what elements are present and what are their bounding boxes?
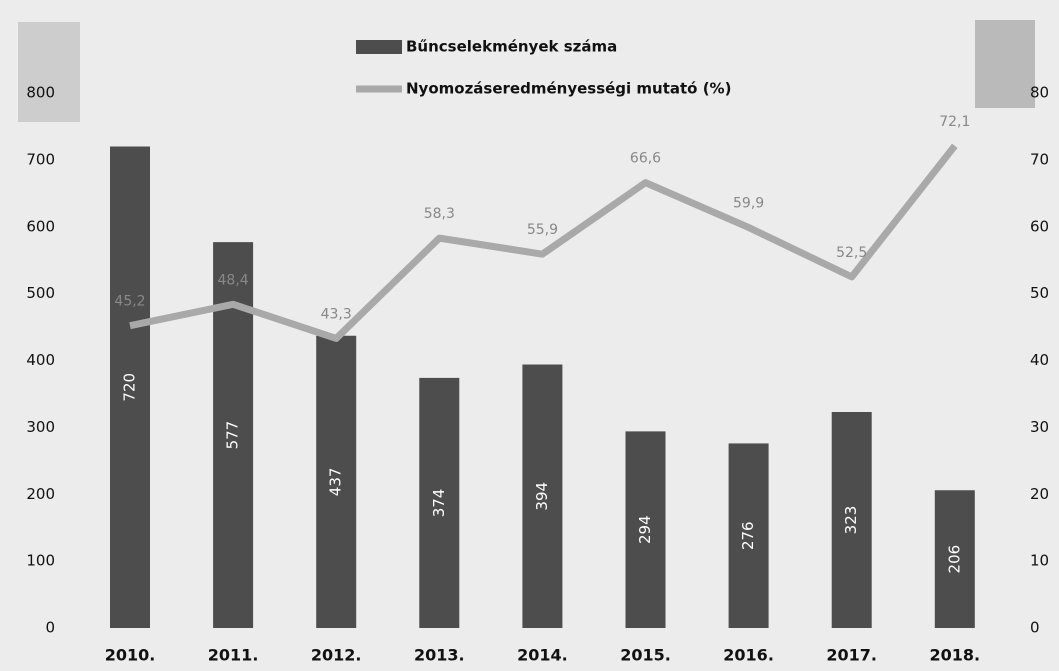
line-value-label: 59,9 — [733, 195, 764, 211]
bar-value-label: 276 — [739, 521, 757, 550]
x-tick-label: 2012. — [311, 646, 362, 665]
y-tick-label: 0 — [45, 619, 55, 637]
bar-value-label: 206 — [945, 545, 963, 574]
line-value-label: 52,5 — [836, 245, 867, 261]
x-tick-label: 2015. — [620, 646, 671, 665]
logo-left — [18, 22, 80, 122]
y-tick-label: 100 — [26, 552, 55, 570]
y-tick-label: 400 — [26, 351, 55, 369]
x-tick-label: 2017. — [826, 646, 877, 665]
y2-tick-label: 70 — [1030, 150, 1049, 168]
x-tick-label: 2014. — [517, 646, 568, 665]
line-value-label: 45,2 — [114, 294, 145, 310]
legend-label: Bűncselekmények száma — [406, 38, 617, 56]
x-tick-label: 2016. — [723, 646, 774, 665]
y2-tick-label: 60 — [1030, 217, 1049, 235]
bar-value-label: 394 — [533, 482, 551, 511]
y-tick-label: 700 — [26, 150, 55, 168]
x-tick-label: 2013. — [414, 646, 465, 665]
bar-value-label: 577 — [224, 421, 242, 450]
logo-right — [975, 20, 1035, 108]
line-value-label: 43,3 — [321, 306, 352, 322]
legend-swatch — [356, 40, 402, 54]
bar-value-label: 374 — [430, 489, 448, 518]
bar-value-label: 437 — [327, 468, 345, 497]
y2-tick-label: 0 — [1030, 619, 1040, 637]
chart: 0 100 200 300 400 500 600 700 800 0 10 20 30 40 50 60 70… — [0, 0, 1059, 671]
line-value-label: 48,4 — [218, 272, 249, 288]
line-value-label: 72,1 — [939, 114, 970, 130]
y-tick-label: 600 — [26, 217, 55, 235]
bar-value-label: 323 — [842, 506, 860, 535]
y-tick-label: 500 — [26, 284, 55, 302]
y2-tick-label: 50 — [1030, 284, 1049, 302]
bar-value-label: 720 — [121, 373, 139, 402]
x-tick-label: 2011. — [208, 646, 259, 665]
legend-label: Nyomozáseredményességi mutató (%) — [406, 80, 731, 98]
y-tick-label: 300 — [26, 418, 55, 436]
line-value-label: 58,3 — [424, 206, 455, 222]
x-tick-label: 2010. — [105, 646, 156, 665]
y2-tick-label: 40 — [1030, 351, 1049, 369]
line-value-label: 66,6 — [630, 151, 661, 167]
y2-tick-label: 20 — [1030, 485, 1049, 503]
y2-tick-label: 30 — [1030, 418, 1049, 436]
y-tick-label: 200 — [26, 485, 55, 503]
y2-tick-label: 10 — [1030, 552, 1049, 570]
x-tick-label: 2018. — [929, 646, 980, 665]
y2-tick-label: 80 — [1030, 84, 1049, 102]
y-tick-label: 800 — [26, 84, 55, 102]
line-value-label: 55,9 — [527, 222, 558, 238]
bar-value-label: 294 — [636, 515, 654, 544]
